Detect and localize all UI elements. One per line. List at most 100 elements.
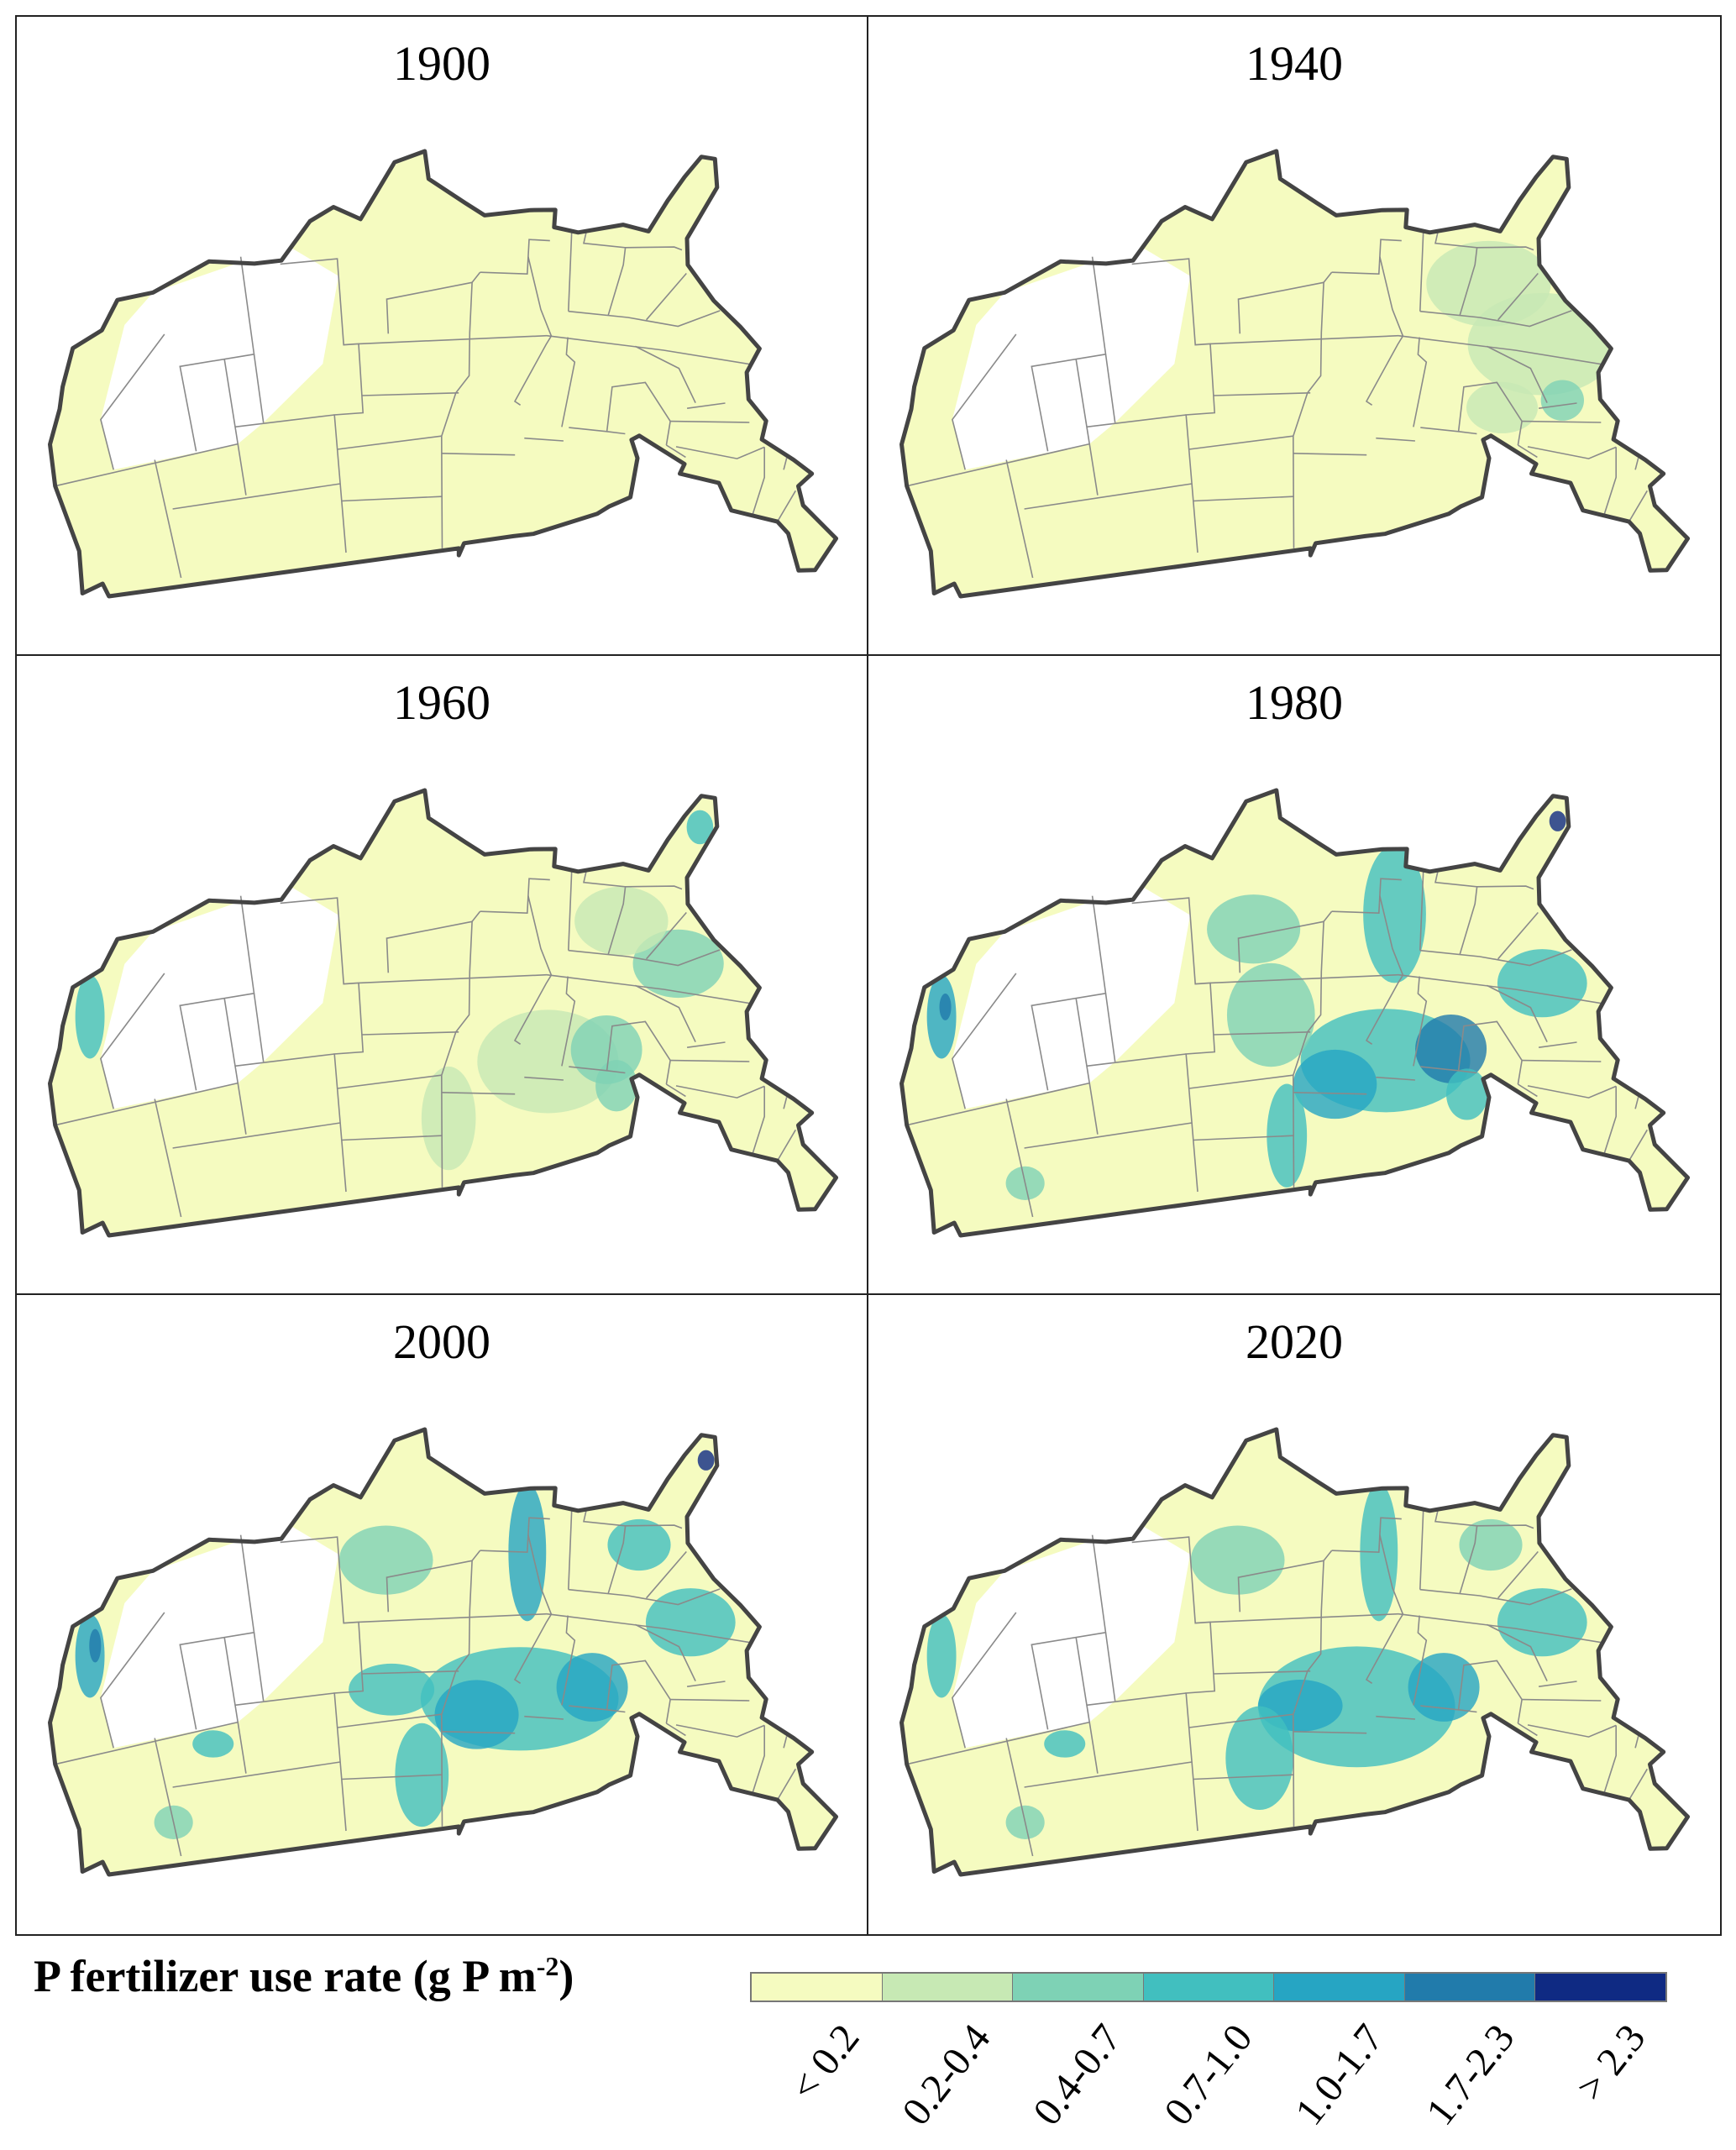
- state-border: [1538, 1041, 1577, 1048]
- state-border: [1237, 1560, 1324, 1612]
- state-border: [1457, 1660, 1523, 1724]
- rate-hotspot: [1293, 1049, 1377, 1120]
- us-map: [48, 1427, 838, 1877]
- us-outline: [899, 1427, 1690, 1877]
- rate-hotspot: [1190, 1525, 1285, 1595]
- map-fill-layer: [50, 151, 837, 596]
- state-border: [253, 1632, 265, 1702]
- state-border: [1419, 310, 1572, 328]
- state-border: [1086, 1692, 1187, 1707]
- state-border: [1104, 1632, 1116, 1702]
- state-border: [1376, 437, 1415, 442]
- state-border: [358, 1612, 548, 1623]
- state-border: [606, 381, 671, 446]
- state-border: [783, 458, 788, 470]
- state-border: [561, 337, 576, 427]
- state-border: [1538, 402, 1577, 409]
- state-border: [1634, 1097, 1639, 1109]
- state-border: [1634, 458, 1639, 470]
- state-border: [1398, 973, 1602, 1004]
- low-cropland-region: [100, 245, 339, 470]
- state-border: [686, 402, 726, 409]
- state-border: [1188, 435, 1293, 450]
- state-border: [100, 973, 165, 1109]
- state-border: [440, 1550, 481, 1827]
- rate-hotspot: [686, 810, 714, 845]
- map-panel: 2000: [17, 1295, 868, 1934]
- state-border: [223, 1636, 247, 1774]
- panel-year-title: 1960: [393, 675, 490, 730]
- state-border: [441, 1731, 516, 1734]
- state-border: [1527, 1724, 1617, 1738]
- rate-hotspot: [632, 929, 724, 999]
- state-border: [952, 1612, 1017, 1749]
- state-border: [908, 1082, 1090, 1126]
- state-border: [1476, 1524, 1534, 1529]
- map-panel: 2020: [868, 1295, 1720, 1934]
- colorbar-swatch: [1143, 1974, 1275, 2001]
- state-border: [1538, 1681, 1577, 1687]
- state-border: [1486, 984, 1548, 1042]
- state-border: [154, 1099, 182, 1218]
- state-border: [1517, 444, 1538, 459]
- state-border: [1413, 1615, 1428, 1706]
- panel-year-title: 1980: [1246, 675, 1343, 730]
- state-border: [752, 1086, 765, 1155]
- state-border: [1398, 1612, 1602, 1644]
- low-cropland-region: [952, 884, 1191, 1109]
- state-border: [583, 870, 627, 955]
- state-border: [752, 1725, 765, 1794]
- colorbar-swatch: [1274, 1974, 1405, 2001]
- state-border: [1005, 459, 1034, 579]
- colorbar-label: > 2.3: [1567, 2016, 1655, 2110]
- state-border: [1188, 1713, 1293, 1728]
- us-outline: [899, 149, 1690, 599]
- rate-hotspot: [89, 1628, 102, 1663]
- state-border: [568, 949, 721, 967]
- state-border: [776, 490, 796, 522]
- colorbar-label: 1.0-1.7: [1287, 2016, 1392, 2134]
- state-border: [1603, 1725, 1617, 1794]
- state-border: [179, 1534, 255, 1730]
- state-border: [1420, 427, 1477, 435]
- rate-hotspot: [1044, 1730, 1086, 1758]
- state-border: [675, 446, 765, 459]
- rate-hotspot: [574, 886, 669, 956]
- rate-hotspot: [697, 1450, 715, 1471]
- rate-hotspot: [556, 1653, 628, 1722]
- state-border: [569, 1705, 626, 1713]
- state-border: [1419, 232, 1424, 312]
- us-outline: [48, 149, 838, 599]
- colorbar-label: 0.4-0.7: [1025, 2016, 1130, 2134]
- state-border: [952, 973, 1017, 1109]
- state-border: [1086, 1053, 1187, 1067]
- state-border: [358, 334, 548, 345]
- state-border: [1213, 392, 1311, 396]
- map-panel: 1900: [17, 17, 868, 656]
- state-border: [665, 444, 686, 459]
- state-border: [441, 1092, 516, 1095]
- state-border: [341, 1135, 443, 1141]
- state-border: [625, 1524, 683, 1529]
- rate-hotspot: [1408, 1653, 1480, 1722]
- state-border: [634, 984, 696, 1042]
- state-border: [908, 443, 1090, 487]
- rate-hotspot: [192, 1730, 234, 1758]
- colorbar-label: 1.7-2.3: [1418, 2016, 1524, 2134]
- legend-title-superscript: -2: [536, 1951, 559, 1981]
- state-border: [179, 256, 255, 452]
- state-border: [1031, 1534, 1107, 1730]
- state-border: [100, 333, 165, 470]
- state-border: [568, 310, 721, 328]
- state-border: [1522, 1059, 1602, 1062]
- map-panel: 1980: [868, 656, 1720, 1295]
- state-border: [513, 256, 553, 406]
- rate-hotspot: [1426, 240, 1551, 327]
- state-border: [952, 333, 1017, 470]
- state-border: [634, 345, 696, 403]
- rate-hotspot: [1226, 962, 1315, 1067]
- rate-hotspot: [1497, 949, 1587, 1018]
- low-cropland-region: [100, 884, 339, 1109]
- state-border: [569, 427, 626, 435]
- us-map: [899, 149, 1690, 599]
